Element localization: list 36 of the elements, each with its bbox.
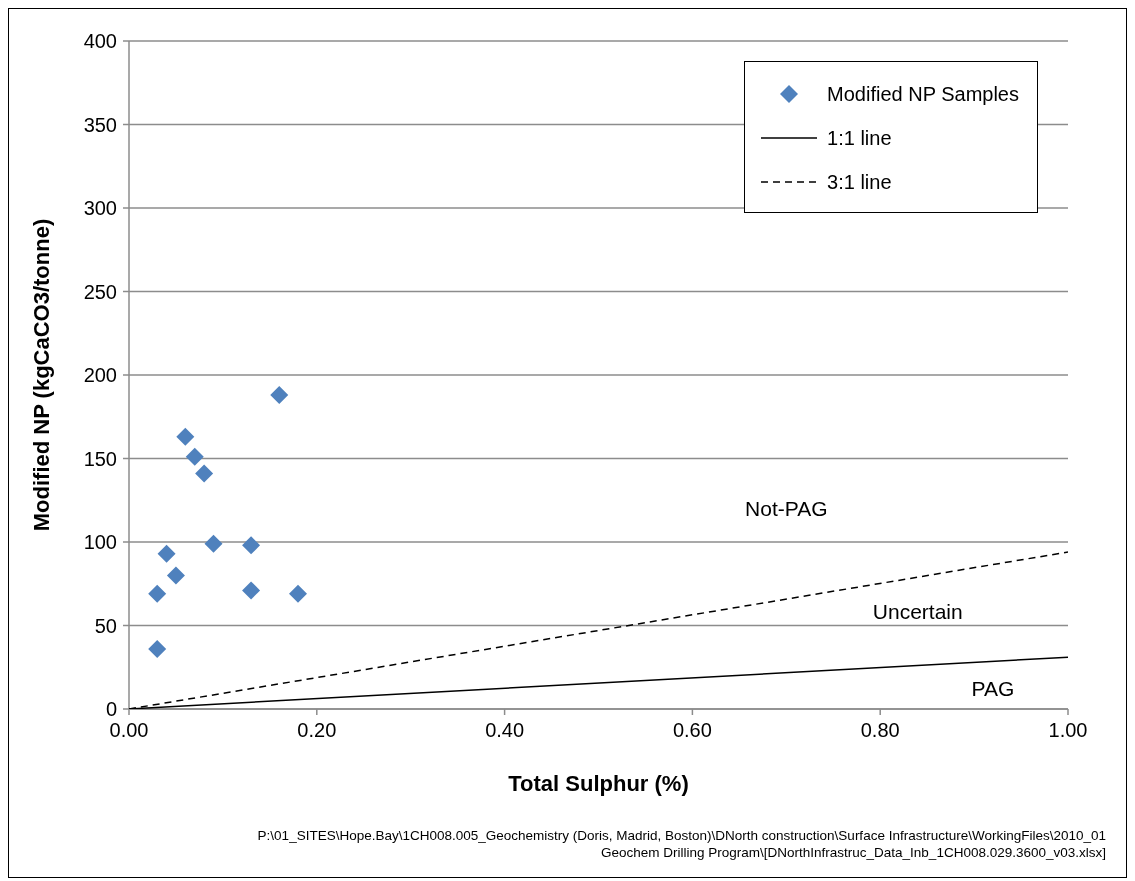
legend-label: 3:1 line (827, 170, 892, 194)
y-tick-label: 0 (105, 698, 117, 721)
y-tick-label: 200 (83, 364, 117, 387)
point (185, 447, 204, 466)
x-tick-label: 0.20 (297, 719, 337, 742)
point (148, 584, 167, 603)
annotation: PAG (971, 676, 1015, 701)
point (195, 464, 214, 483)
point (242, 581, 261, 600)
x-tick-label: 0.60 (672, 719, 712, 742)
point (157, 544, 176, 563)
point (204, 534, 223, 553)
point (270, 386, 289, 405)
y-tick-label: 350 (83, 113, 117, 136)
point (242, 536, 261, 555)
x-tick-label: 0.00 (109, 719, 149, 742)
y-axis-title: Modified NP (kgCaCO3/tonne) (28, 218, 54, 532)
x-axis-title: Total Sulphur (%) (508, 771, 689, 796)
point (166, 566, 185, 585)
y-tick-label: 400 (83, 30, 117, 53)
point (176, 427, 195, 446)
point (148, 639, 167, 658)
x-tick-label: 1.00 (1048, 719, 1088, 742)
legend-label: Modified NP Samples (827, 82, 1019, 106)
y-tick-label: 50 (94, 614, 117, 637)
annotation: Uncertain (872, 600, 963, 625)
x-tick-label: 0.40 (485, 719, 525, 742)
annotation: Not-PAG (745, 496, 828, 521)
text: P:\01_SITES\Hope.Bay\1CH008.005_Geochemistry (Doris, Madrid, Boston)\DNorth construction\Surface Infrastructure\WorkingFiles\2010_01 Geochem Drilling Program\[DNorthInfrastruc_Data_Inb_1CH008.029.3600_v03.xlsx] (256, 827, 1106, 861)
y-tick-label: 100 (83, 531, 117, 554)
y-tick-label: 150 (83, 447, 117, 470)
y-tick-label: 300 (83, 197, 117, 220)
x-tick-label: 0.80 (860, 719, 900, 742)
y-tick-label: 250 (83, 280, 117, 303)
point (289, 584, 308, 603)
legend-label: 1:1 line (827, 126, 892, 150)
